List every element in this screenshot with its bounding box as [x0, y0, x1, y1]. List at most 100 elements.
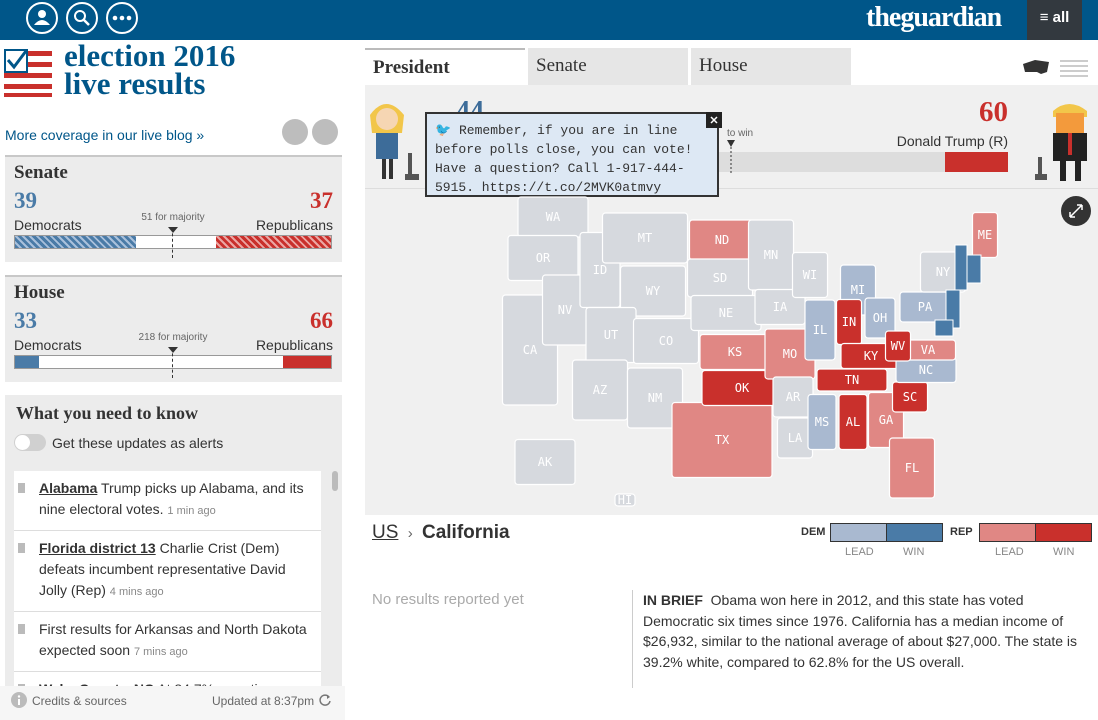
- state-label: WY: [646, 284, 661, 298]
- state-label: WV: [891, 339, 905, 353]
- feed-item[interactable]: Wake County, NC At 84.7% reporting,: [14, 672, 321, 686]
- majority-marker: [172, 348, 173, 378]
- refresh-icon[interactable]: [318, 693, 332, 707]
- legend-dem-win-swatch: [886, 523, 943, 542]
- expand-button[interactable]: [1061, 196, 1091, 226]
- state-label: AL: [846, 415, 860, 429]
- legend-rep: REP: [950, 526, 973, 538]
- state-label: NM: [648, 391, 662, 405]
- feed-text: First results for Arkansas and North Dak…: [39, 621, 307, 658]
- scrollbar[interactable]: [332, 471, 338, 491]
- logo[interactable]: theguardian: [866, 2, 1002, 33]
- state[interactable]: [864, 297, 896, 339]
- tooltip: 🐦 Remember, if you are in line before po…: [425, 112, 719, 197]
- state-label: HI: [618, 493, 632, 507]
- feed-item[interactable]: Florida district 13 Charlie Crist (Dem) …: [14, 531, 321, 612]
- majority-arrow: [168, 227, 178, 238]
- rep-label: Republicans: [255, 337, 333, 353]
- tab[interactable]: House: [691, 48, 851, 85]
- rep-name: Donald Trump (R): [896, 133, 1008, 149]
- legend-win: WIN: [1053, 546, 1075, 558]
- state-label: MN: [764, 248, 778, 262]
- state-label: OH: [873, 311, 887, 325]
- state-label: NE: [719, 306, 733, 320]
- clinton-figure: [370, 104, 419, 180]
- feed-text: Trump picks up Alabama, and its nine ele…: [39, 480, 304, 517]
- state[interactable]: [838, 393, 868, 451]
- rep-bar: [216, 236, 331, 248]
- state-label: AZ: [593, 383, 607, 397]
- state-label: ME: [978, 228, 992, 242]
- feed-text: At 84.7% reporting,: [157, 681, 277, 686]
- state-label: TX: [715, 433, 730, 447]
- state-label: FL: [905, 461, 919, 475]
- state[interactable]: [619, 265, 687, 317]
- feed-icon: [18, 483, 25, 493]
- feed-item[interactable]: First results for Arkansas and North Dak…: [14, 612, 321, 672]
- majority-text: for majority: [158, 332, 208, 343]
- feed-icon: [18, 624, 25, 634]
- electoral-bar-rep: [945, 152, 1008, 172]
- divider: [365, 188, 1098, 189]
- feed-item[interactable]: Alabama Trump picks up Alabama, and its …: [14, 471, 321, 531]
- state-label: MT: [638, 231, 652, 245]
- legend-dem: DEM: [801, 526, 826, 538]
- menu-button[interactable]: ≡ all: [1027, 0, 1082, 40]
- state[interactable]: [884, 330, 912, 362]
- state[interactable]: [971, 211, 999, 259]
- feed-text: Charlie Crist (Dem) defeats incumbent re…: [39, 540, 286, 598]
- dem-bar: [15, 356, 39, 368]
- breadcrumb-state: California: [421, 522, 510, 543]
- tab[interactable]: Senate: [528, 48, 688, 85]
- legend-dem-lead-swatch: [830, 523, 887, 542]
- state-label: NV: [558, 303, 572, 317]
- state-label: GA: [879, 413, 894, 427]
- rep-votes: 60: [979, 96, 1008, 128]
- map-view[interactable]: [1023, 60, 1049, 74]
- know-title: What you need to know: [16, 403, 199, 423]
- feed-time: 7 mins ago: [133, 646, 188, 658]
- state-label: NC: [919, 363, 933, 377]
- state[interactable]: [791, 251, 829, 299]
- majority-arrow: [168, 347, 178, 358]
- info-icon: [11, 692, 27, 708]
- rep-label: Republicans: [255, 217, 333, 233]
- profile-button[interactable]: [26, 2, 58, 34]
- state[interactable]: [816, 368, 888, 392]
- state[interactable]: [804, 299, 836, 361]
- feed: Alabama Trump picks up Alabama, and its …: [14, 471, 321, 686]
- live-blog-link[interactable]: More coverage in our live blog »: [5, 127, 205, 143]
- state-label: WI: [803, 268, 817, 282]
- state[interactable]: [514, 438, 576, 486]
- facebook-share[interactable]: [282, 119, 308, 145]
- state-label: OK: [735, 381, 750, 395]
- state-label: WA: [546, 210, 561, 224]
- panel-title: House: [14, 282, 65, 303]
- rep-count: 66: [310, 308, 333, 333]
- dem-count: 33: [14, 308, 37, 333]
- tab[interactable]: President: [365, 48, 525, 85]
- tooltip-close[interactable]: [706, 112, 722, 128]
- twitter-share[interactable]: [312, 119, 338, 145]
- rep-bar: [283, 356, 331, 368]
- breadcrumb-root[interactable]: US: [372, 522, 399, 543]
- state-label: UT: [604, 328, 618, 342]
- state[interactable]: [888, 437, 936, 499]
- title-line2: live results: [64, 66, 206, 101]
- search-button[interactable]: [66, 2, 98, 34]
- more-button[interactable]: [106, 2, 138, 34]
- seat-bar: [14, 347, 332, 378]
- state[interactable]: [614, 493, 636, 507]
- credits-link[interactable]: Credits & sources: [32, 694, 127, 708]
- state-label: MO: [783, 347, 797, 361]
- state[interactable]: [632, 317, 700, 365]
- state[interactable]: [626, 367, 684, 429]
- alerts-toggle[interactable]: [14, 434, 46, 451]
- list-view[interactable]: [1060, 60, 1088, 77]
- state[interactable]: [601, 212, 689, 264]
- brief-text: Obama won here in 2012, and this state h…: [643, 592, 1078, 671]
- state[interactable]: [807, 393, 837, 451]
- state-label: OR: [536, 251, 551, 265]
- seat-bar: [14, 227, 332, 258]
- state-label: KY: [864, 349, 879, 363]
